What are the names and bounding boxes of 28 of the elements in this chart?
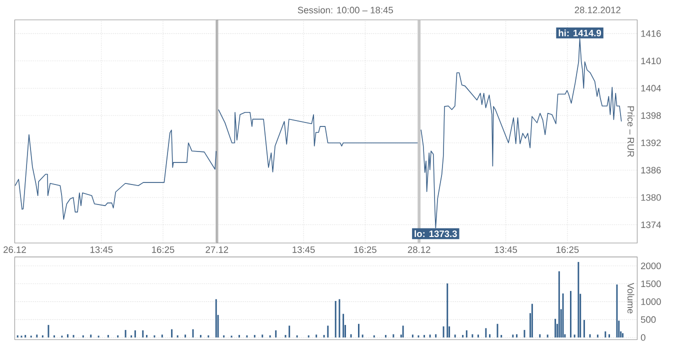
y-tick-label: 1000 xyxy=(641,298,661,306)
y-tick-label: 1410 xyxy=(641,58,661,64)
chart-subtitle: 28.12.2012 xyxy=(574,6,620,14)
x-tick-label: 16:25 xyxy=(354,246,376,254)
y-tick-label: 2000 xyxy=(641,262,661,270)
y-tick-label: 1398 xyxy=(641,112,661,119)
y-tick-label: 1500 xyxy=(641,280,661,288)
chart-title: Session: 10:00 – 18:45 xyxy=(298,6,393,14)
y-axis-title: Volume xyxy=(627,282,634,314)
annotation: hi: 1414.9 xyxy=(558,30,602,36)
y-tick-label: 0 xyxy=(640,334,646,341)
y-tick-label: 1380 xyxy=(641,194,661,201)
x-tick-label: 16:25 xyxy=(556,246,579,254)
y-tick-label: 1386 xyxy=(641,166,661,174)
x-tick-label: 13:45 xyxy=(90,246,113,254)
x-tick-label: 16:25 xyxy=(152,246,174,254)
y-axis-title: Price – RUR xyxy=(627,106,634,157)
y-tick-label: 1416 xyxy=(641,30,661,37)
annotation: lo: 1373.3 xyxy=(414,230,457,238)
x-tick-label: 13:45 xyxy=(292,246,315,254)
y-tick-label: 1374 xyxy=(641,222,661,228)
x-tick-label: 27.12 xyxy=(206,246,228,253)
x-tick-label: 13:45 xyxy=(494,246,518,254)
y-tick-label: 1404 xyxy=(641,84,661,92)
y-tick-label: 1392 xyxy=(641,140,661,146)
y-tick-label: 500 xyxy=(640,316,656,323)
x-tick-label: 28.12 xyxy=(408,246,430,254)
x-tick-label: 26.12 xyxy=(4,246,26,254)
